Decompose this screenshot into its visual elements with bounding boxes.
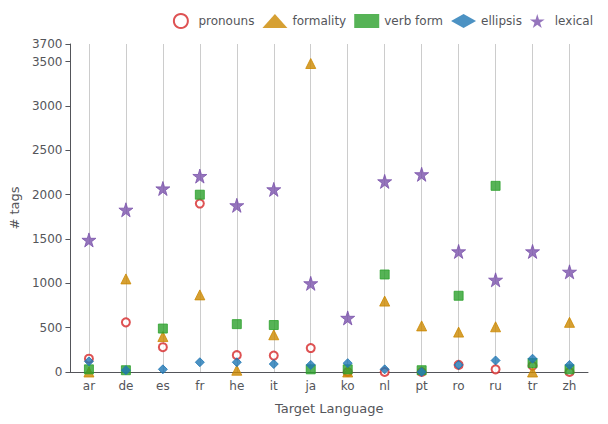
svg-text:500: 500 [40,321,63,335]
svg-text:it: it [270,379,278,393]
svg-text:lexical: lexical [555,14,593,28]
svg-text:de: de [118,379,133,393]
svg-text:1000: 1000 [32,276,63,290]
svg-text:2500: 2500 [32,143,63,157]
svg-text:2000: 2000 [32,188,63,202]
svg-text:formality: formality [292,14,346,28]
svg-text:3500: 3500 [32,55,63,69]
svg-text:ellipsis: ellipsis [481,14,522,28]
svg-text:ko: ko [341,379,355,393]
svg-text:zh: zh [563,379,577,393]
svg-text:Target Language: Target Language [274,401,384,416]
svg-text:ja: ja [304,379,316,393]
svg-text:ru: ru [489,379,502,393]
svg-text:1500: 1500 [32,232,63,246]
svg-text:3700: 3700 [32,37,63,51]
svg-text:nl: nl [379,379,390,393]
svg-text:es: es [156,379,170,393]
svg-text:tr: tr [528,379,538,393]
svg-text:pt: pt [415,379,428,393]
svg-text:3000: 3000 [32,99,63,113]
svg-text:# tags: # tags [7,186,22,229]
svg-text:he: he [229,379,244,393]
svg-text:pronouns: pronouns [198,14,254,28]
svg-text:fr: fr [195,379,204,393]
svg-text:ro: ro [453,379,465,393]
svg-text:ar: ar [83,379,95,393]
svg-text:0: 0 [55,365,63,379]
svg-text:verb form: verb form [384,14,443,28]
